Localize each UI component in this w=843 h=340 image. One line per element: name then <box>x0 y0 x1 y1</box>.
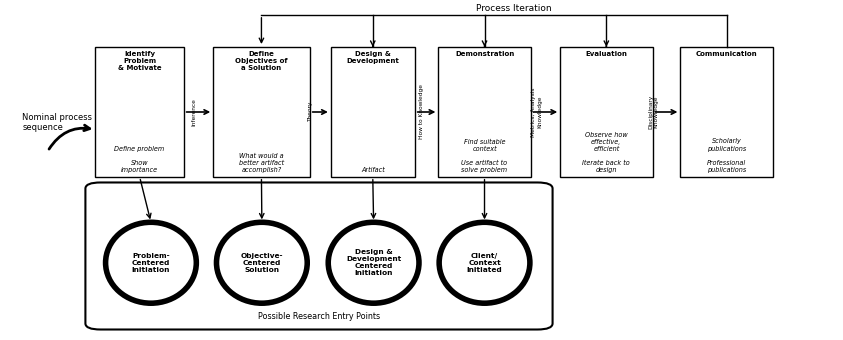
FancyBboxPatch shape <box>95 47 184 177</box>
FancyBboxPatch shape <box>330 47 415 177</box>
Text: Problem-
Centered
Initiation: Problem- Centered Initiation <box>132 253 170 273</box>
Ellipse shape <box>328 222 419 303</box>
Text: Identify
Problem
& Motivate: Identify Problem & Motivate <box>118 51 161 71</box>
Text: Inference: Inference <box>191 98 196 126</box>
Text: Metrics, Analysis
Knowledge: Metrics, Analysis Knowledge <box>531 87 542 137</box>
FancyBboxPatch shape <box>438 47 531 177</box>
Text: What would a
better artifact
accomplish?: What would a better artifact accomplish? <box>239 153 284 173</box>
Text: Artifact: Artifact <box>361 167 384 173</box>
FancyBboxPatch shape <box>560 47 652 177</box>
Text: Find suitable
context

Use artifact to
solve problem: Find suitable context Use artifact to so… <box>461 139 507 173</box>
Text: Observe how
effective,
efficient

Iterate back to
design: Observe how effective, efficient Iterate… <box>583 132 631 173</box>
Ellipse shape <box>439 222 530 303</box>
Text: Demonstration: Demonstration <box>455 51 514 57</box>
FancyBboxPatch shape <box>680 47 773 177</box>
Text: Nominal process
sequence: Nominal process sequence <box>23 113 93 133</box>
Text: Define problem

Show
importance: Define problem Show importance <box>115 146 164 173</box>
Text: Client/
Context
Initiated: Client/ Context Initiated <box>467 253 502 273</box>
Text: Theory: Theory <box>308 102 313 122</box>
Text: Process Iteration: Process Iteration <box>476 4 551 13</box>
FancyBboxPatch shape <box>213 47 309 177</box>
Text: Objective-
Centered
Solution: Objective- Centered Solution <box>240 253 283 273</box>
Text: Define
Objectives of
a Solution: Define Objectives of a Solution <box>235 51 287 71</box>
Text: Design &
Development: Design & Development <box>346 51 400 64</box>
Text: Design &
Development
Centered
Initiation: Design & Development Centered Initiation <box>346 249 401 276</box>
Text: Scholarly
publications

Professional
publications: Scholarly publications Professional publ… <box>707 138 746 173</box>
Text: Evaluation: Evaluation <box>585 51 627 57</box>
Text: Disciplinary
Knowledge: Disciplinary Knowledge <box>648 95 658 129</box>
Text: Possible Research Entry Points: Possible Research Entry Points <box>258 312 380 321</box>
Text: Communication: Communication <box>695 51 757 57</box>
Text: How to Knowledge: How to Knowledge <box>419 85 424 139</box>
Ellipse shape <box>217 222 307 303</box>
FancyBboxPatch shape <box>85 183 552 329</box>
Ellipse shape <box>105 222 196 303</box>
